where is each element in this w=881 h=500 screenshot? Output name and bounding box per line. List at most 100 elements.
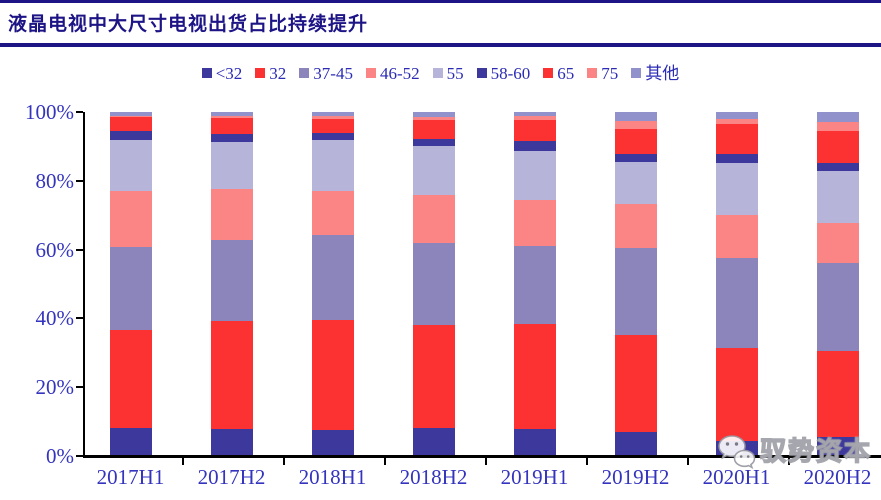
- stacked-bar-2017H2: [210, 112, 253, 456]
- x-tick-mark: [484, 458, 487, 465]
- bar-segment-32: [412, 324, 455, 429]
- stacked-bar-2018H1: [311, 112, 354, 456]
- legend-item: <32: [201, 63, 243, 83]
- bar-segment-其他: [816, 112, 859, 123]
- stacked-bar-2019H2: [614, 112, 657, 456]
- x-tick-mark: [282, 458, 285, 465]
- legend-item: 32: [255, 65, 286, 82]
- top-divider: [0, 0, 881, 3]
- bar-segment-37-45: [311, 234, 354, 321]
- x-axis-tick-label: 2017H1: [96, 465, 165, 489]
- bar-segment-<32: [311, 430, 354, 456]
- bar-segment-65: [412, 119, 455, 139]
- bar-segment-其他: [513, 112, 556, 116]
- chart-legend: <32 32 37-45 46-52 55 58-60 65 75 其他: [0, 62, 881, 84]
- bar-segment-65: [109, 117, 152, 131]
- legend-swatch: [365, 68, 376, 78]
- bar-segment-<32: [412, 428, 455, 456]
- bar-segment-58-60: [816, 162, 859, 171]
- y-tick-mark: [76, 386, 83, 389]
- legend-swatch: [543, 68, 554, 78]
- bar-segment-58-60: [715, 154, 758, 163]
- bar-segment-46-52: [311, 191, 354, 235]
- bar-segment-<32: [614, 432, 657, 456]
- legend-item: 58-60: [476, 65, 530, 82]
- bar-segment-46-52: [412, 194, 455, 244]
- bar-segment-32: [816, 351, 859, 438]
- bar-segment-58-60: [109, 130, 152, 140]
- wechat-icon: [718, 435, 756, 470]
- bar-segment-55: [715, 162, 758, 215]
- y-axis-tick-label: 40%: [35, 306, 75, 331]
- bar-segment-37-45: [210, 239, 253, 321]
- stacked-bar-2018H2: [412, 112, 455, 456]
- legend-swatch: [255, 68, 266, 78]
- legend-label: <32: [215, 63, 243, 83]
- legend-swatch: [299, 68, 310, 78]
- bar-segment-其他: [210, 112, 253, 117]
- bar-segment-32: [311, 320, 354, 431]
- bar-segment-58-60: [412, 138, 455, 147]
- bar-segment-55: [311, 139, 354, 192]
- watermark: 驭势资本: [716, 433, 872, 471]
- x-axis-tick-label: 2020H1: [702, 465, 771, 489]
- legend-item: 55: [432, 65, 464, 82]
- x-axis-tick-label: 2020H2: [803, 465, 872, 489]
- bar-segment-65: [715, 123, 758, 154]
- y-axis-line: [83, 112, 85, 458]
- y-axis-tick-label: 100%: [25, 100, 74, 124]
- x-tick-mark: [585, 458, 588, 465]
- bar-segment-其他: [109, 112, 152, 117]
- bar-segment-55: [513, 150, 556, 201]
- bar-segment-37-45: [715, 257, 758, 348]
- bar-segment-55: [210, 141, 253, 190]
- legend-item: 37-45: [299, 65, 353, 82]
- bar-segment-46-52: [210, 189, 253, 240]
- bar-segment-46-52: [614, 204, 657, 249]
- x-tick-mark: [787, 458, 790, 465]
- bar-segment-32: [614, 335, 657, 433]
- y-tick-mark: [76, 248, 83, 251]
- bar-segment-58-60: [513, 140, 556, 151]
- bar-segment-55: [412, 146, 455, 195]
- bar-segment-55: [816, 170, 859, 224]
- bar-segment-其他: [412, 112, 455, 117]
- bar-segment-65: [513, 119, 556, 141]
- bar-segment-65: [210, 118, 253, 135]
- legend-item: 75: [587, 65, 618, 82]
- legend-item: 46-52: [365, 65, 420, 82]
- x-tick-mark: [181, 458, 184, 465]
- y-axis-tick-label: 20%: [35, 375, 75, 400]
- bar-segment-46-52: [513, 200, 556, 246]
- legend-label: 37-45: [313, 63, 353, 83]
- bar-segment-75: [109, 116, 152, 118]
- bar-segment-46-52: [715, 214, 758, 258]
- bar-segment-32: [210, 320, 253, 430]
- x-axis-tick-label: 2017H2: [197, 465, 266, 489]
- bar-segment-其他: [311, 112, 354, 117]
- y-axis-tick-label: 80%: [35, 168, 75, 193]
- bar-segment-65: [311, 118, 354, 133]
- bar-segment-55: [614, 161, 657, 205]
- legend-swatch: [476, 68, 487, 78]
- stacked-bar-2017H1: [109, 112, 152, 456]
- x-axis-tick-label: 2018H1: [298, 465, 367, 489]
- bar-segment-75: [614, 120, 657, 130]
- bar-segment-32: [109, 330, 152, 429]
- page-title: 液晶电视中大尺寸电视出货占比持续提升: [8, 14, 369, 35]
- bar-segment-58-60: [311, 132, 354, 140]
- x-tick-mark: [383, 458, 386, 465]
- bar-segment-58-60: [614, 154, 657, 162]
- legend-swatch: [631, 68, 642, 78]
- bar-segment-32: [715, 347, 758, 441]
- bar-segment-37-45: [513, 245, 556, 325]
- x-tick-mark: [686, 458, 689, 465]
- x-axis-line: [83, 455, 881, 458]
- legend-swatch: [432, 68, 443, 78]
- bar-segment-<32: [513, 429, 556, 456]
- legend-label: 75: [601, 63, 619, 83]
- y-tick-mark: [76, 317, 83, 320]
- bar-segment-75: [816, 122, 859, 131]
- bar-segment-75: [311, 116, 354, 119]
- bar-segment-37-45: [412, 243, 455, 325]
